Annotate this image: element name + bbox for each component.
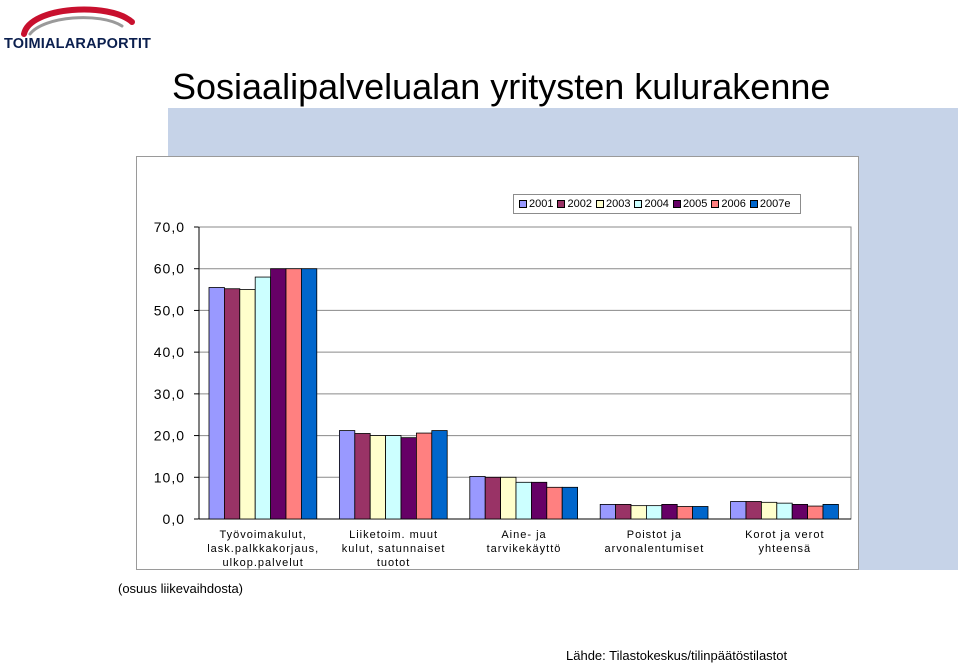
bar-2007e-cat-3 bbox=[692, 506, 709, 520]
bar-2005-cat-2 bbox=[530, 481, 548, 520]
bar-2002-cat-3 bbox=[615, 503, 632, 520]
bar-2004-cat-4 bbox=[776, 502, 793, 520]
bar-2003-cat-4 bbox=[761, 501, 778, 520]
legend-label: 2006 bbox=[721, 198, 746, 210]
legend-swatch bbox=[634, 200, 643, 208]
y-tick-label: 60,0 bbox=[154, 261, 185, 277]
x-category-label: Työvoimakulut, lask.palkkakorjaus, ulkop.p… bbox=[207, 529, 320, 569]
y-tick-label: 70,0 bbox=[154, 219, 185, 235]
legend-label: 2001 bbox=[529, 198, 554, 210]
y-tick-label: 20,0 bbox=[154, 428, 185, 444]
bar-2005-cat-3 bbox=[661, 503, 678, 520]
bar-2006-cat-4 bbox=[807, 505, 824, 520]
bar-2006-cat-1 bbox=[415, 432, 433, 520]
bar-2002-cat-1 bbox=[354, 433, 371, 520]
legend-item: 2003 bbox=[595, 198, 631, 210]
bar-2001-cat-2 bbox=[469, 476, 486, 520]
y-tick-label: 10,0 bbox=[154, 469, 185, 485]
bar-2003-cat-2 bbox=[500, 476, 517, 520]
bar-2002-cat-4 bbox=[745, 501, 762, 520]
bar-2006-cat-2 bbox=[546, 486, 563, 520]
legend-item: 2007e bbox=[749, 198, 791, 210]
x-category-label: Liiketoim. muut kulut, satunnaiset tuotot bbox=[341, 529, 446, 569]
legend-item: 2004 bbox=[634, 198, 669, 210]
bar-2001-cat-1 bbox=[338, 430, 356, 520]
legend-item: 2006 bbox=[711, 198, 746, 210]
legend-label: 2005 bbox=[682, 198, 708, 210]
legend-swatch bbox=[749, 200, 758, 208]
bar-2005-cat-0 bbox=[270, 268, 287, 520]
x-category-label: Poistot ja arvonalentumiset bbox=[604, 529, 705, 555]
bar-2002-cat-0 bbox=[224, 288, 241, 520]
bar-2002-cat-2 bbox=[484, 476, 502, 520]
logo-arc-icon bbox=[21, 6, 135, 37]
bar-2003-cat-0 bbox=[239, 289, 256, 520]
bar-2006-cat-0 bbox=[285, 268, 302, 520]
legend-item: 2005 bbox=[672, 198, 708, 210]
bar-2001-cat-4 bbox=[730, 501, 747, 520]
bar-2004-cat-3 bbox=[645, 505, 663, 520]
source-note: Lähde: Tilastokeskus/tilinpäätöstilastot bbox=[566, 648, 788, 663]
legend-item: 2001 bbox=[519, 198, 553, 210]
legend-label: 2002 bbox=[567, 198, 592, 210]
bar-2005-cat-1 bbox=[400, 437, 417, 520]
bar-2007e-cat-2 bbox=[561, 486, 579, 520]
bar-2007e-cat-0 bbox=[300, 268, 318, 520]
y-tick-label: 0,0 bbox=[163, 511, 185, 527]
bar-2004-cat-2 bbox=[515, 481, 532, 520]
bar-2003-cat-1 bbox=[369, 435, 386, 520]
legend-swatch bbox=[672, 200, 681, 208]
chart-legend: 2001 2002 2003 2004 2005 2006 2007e bbox=[513, 194, 801, 214]
bar-2004-cat-1 bbox=[385, 435, 402, 520]
x-category-label: Korot ja verot yhteensä bbox=[745, 529, 825, 555]
bar-chart: 0,0 10,0 20,0 30,0 40,0 50,0 60,0 70,0 bbox=[154, 219, 852, 527]
brand-name: TOIMIALARAPORTIT bbox=[4, 36, 152, 52]
x-category-label: Aine- ja tarvikekäyttö bbox=[486, 529, 562, 555]
legend-item: 2002 bbox=[557, 198, 592, 210]
y-tick-label: 50,0 bbox=[154, 302, 185, 318]
legend-swatch bbox=[519, 200, 527, 208]
y-tick-label: 30,0 bbox=[154, 386, 185, 402]
legend-swatch bbox=[557, 200, 566, 208]
legend-label: 2007e bbox=[759, 198, 791, 210]
brand-logo: TOIMIALARAPORTIT bbox=[0, 0, 160, 56]
unit-note: (osuus liikevaihdosta) bbox=[118, 581, 244, 596]
legend-swatch bbox=[595, 200, 604, 208]
chart-area: 0,0 10,0 20,0 30,0 40,0 50,0 60,0 70,0 bbox=[136, 156, 859, 570]
bar-2001-cat-3 bbox=[599, 503, 617, 520]
bar-2007e-cat-1 bbox=[431, 430, 448, 520]
page-title: Sosiaalipalvelualan yritysten kulurakenn… bbox=[172, 66, 831, 107]
y-tick-label: 40,0 bbox=[154, 344, 185, 360]
bar-2005-cat-4 bbox=[791, 503, 809, 520]
legend-label: 2004 bbox=[644, 198, 669, 210]
legend-swatch bbox=[711, 200, 720, 208]
bar-2006-cat-3 bbox=[676, 506, 694, 520]
bar-2001-cat-0 bbox=[208, 287, 225, 520]
bar-2004-cat-0 bbox=[254, 276, 271, 520]
bar-2003-cat-3 bbox=[630, 505, 647, 520]
legend-label: 2003 bbox=[605, 198, 631, 210]
bar-2007e-cat-4 bbox=[822, 503, 839, 520]
